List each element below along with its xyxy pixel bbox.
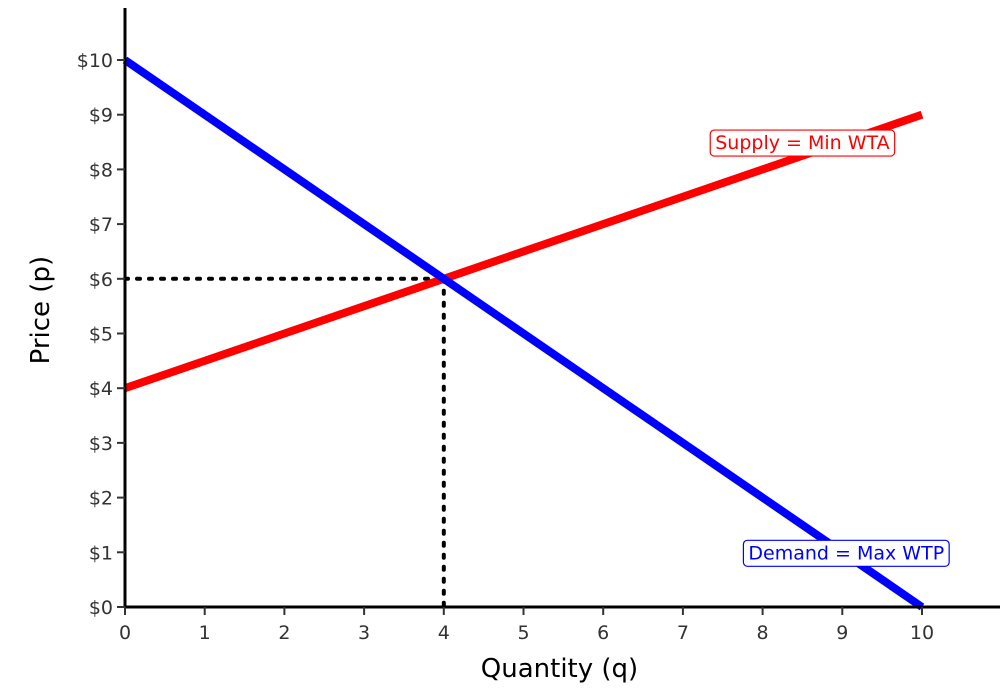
demand-label: Demand = Max WTP [742,539,950,567]
equilibrium-guides [123,276,446,609]
x-tick-label: 0 [119,622,131,644]
y-tick-label: $6 [89,269,113,291]
demand-line [122,56,925,611]
x-axis-title: Quantity (q) [481,654,638,684]
y-axis-ticks: $0 $1 $2 $3 $4 $5 $6 $7 $8 $9 $10 [77,50,125,619]
x-tick-label: 3 [358,622,370,644]
supply-line [123,110,924,392]
label-box [742,539,950,567]
x-tick-label: 7 [677,622,689,644]
y-axis-title: Price (p) [26,256,56,364]
x-tick-label: 6 [597,622,609,644]
x-axis-ticks: 0 1 2 3 4 5 6 7 8 9 10 [119,607,934,644]
y-tick-label: $5 [89,324,113,346]
supply-label: Supply = Min WTA [709,129,896,157]
y-tick-label: $3 [89,433,113,455]
x-tick-label: 9 [836,622,848,644]
y-tick-label: $10 [77,50,113,72]
series-lines [122,56,925,611]
y-tick-label: $2 [89,488,113,510]
y-tick-label: $7 [89,214,113,236]
x-tick-label: 10 [910,622,934,644]
label-text: Supply = Min WTA [715,132,889,154]
series-labels: Supply = Min WTA Demand = Max WTP [709,129,950,567]
x-tick-label: 5 [517,622,529,644]
y-tick-label: $8 [89,159,113,181]
x-tick-label: 8 [757,622,769,644]
y-tick-label: $1 [89,542,113,564]
x-tick-label: 2 [278,622,290,644]
axes [123,8,1000,609]
label-text: Demand = Max WTP [748,542,944,564]
x-tick-label: 1 [199,622,211,644]
y-tick-label: $9 [89,105,113,127]
y-tick-label: $4 [89,378,113,400]
x-tick-label: 4 [438,622,450,644]
y-tick-label: $0 [89,597,113,619]
label-box [709,129,896,157]
